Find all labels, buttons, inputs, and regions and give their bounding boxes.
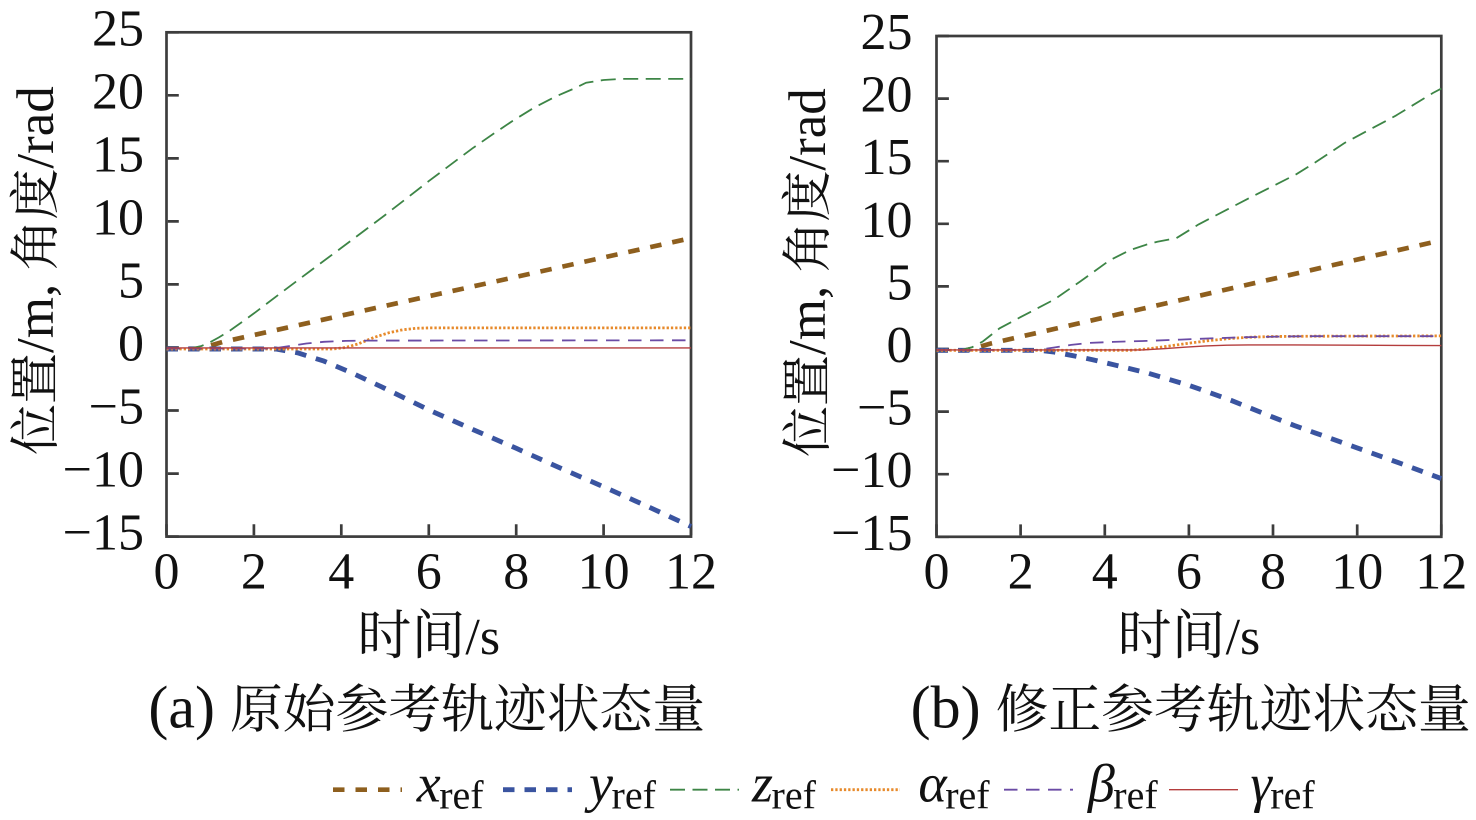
- svg-text:5: 5: [887, 254, 913, 311]
- svg-text:0: 0: [924, 544, 950, 601]
- svg-text:8: 8: [1260, 544, 1286, 601]
- svg-text:ref: ref: [439, 773, 484, 818]
- svg-text:z: z: [751, 754, 773, 814]
- svg-text:β: β: [1087, 754, 1115, 814]
- svg-text:ref: ref: [612, 773, 657, 818]
- svg-text:10: 10: [1331, 544, 1383, 601]
- svg-text:20: 20: [861, 67, 913, 124]
- svg-text:0: 0: [887, 317, 913, 374]
- svg-text:−15: −15: [831, 505, 912, 562]
- svg-text:2: 2: [241, 544, 267, 601]
- svg-text:x: x: [416, 754, 441, 814]
- svg-text:α: α: [918, 754, 948, 814]
- svg-text:15: 15: [92, 126, 144, 183]
- svg-text:y: y: [584, 754, 613, 814]
- svg-text:4: 4: [1092, 544, 1118, 601]
- svg-text:(a): (a): [148, 675, 215, 741]
- svg-text:6: 6: [1176, 544, 1202, 601]
- svg-text:10: 10: [578, 544, 630, 601]
- svg-text:/s: /s: [465, 609, 500, 666]
- svg-text:γ: γ: [1251, 754, 1274, 814]
- svg-text:0: 0: [154, 544, 180, 601]
- svg-text:−5: −5: [89, 379, 144, 436]
- svg-text:20: 20: [92, 63, 144, 120]
- svg-text:ref: ref: [772, 773, 817, 818]
- svg-text:−15: −15: [63, 505, 144, 562]
- svg-text:ref: ref: [945, 773, 990, 818]
- svg-text:/m,: /m,: [779, 286, 837, 355]
- svg-text:/rad: /rad: [7, 86, 65, 168]
- svg-text:−5: −5: [857, 380, 912, 437]
- svg-text:10: 10: [861, 192, 913, 249]
- svg-text:6: 6: [416, 544, 442, 601]
- svg-text:12: 12: [1415, 544, 1467, 601]
- svg-text:8: 8: [503, 544, 529, 601]
- svg-text:25: 25: [861, 4, 913, 61]
- svg-text:(b): (b): [911, 675, 981, 741]
- svg-text:4: 4: [328, 544, 354, 601]
- svg-text:25: 25: [92, 0, 144, 57]
- svg-text:2: 2: [1008, 544, 1034, 601]
- svg-text:ref: ref: [1113, 773, 1158, 818]
- svg-text:−10: −10: [831, 442, 912, 499]
- svg-text:10: 10: [92, 189, 144, 246]
- svg-text:0: 0: [118, 316, 144, 373]
- svg-text:ref: ref: [1270, 773, 1315, 818]
- svg-text:/rad: /rad: [779, 88, 837, 170]
- svg-text:−10: −10: [63, 442, 144, 499]
- svg-text:12: 12: [665, 544, 717, 601]
- svg-text:15: 15: [861, 129, 913, 186]
- svg-text:/s: /s: [1226, 609, 1261, 666]
- svg-text:/m,: /m,: [7, 284, 65, 353]
- svg-text:5: 5: [118, 252, 144, 309]
